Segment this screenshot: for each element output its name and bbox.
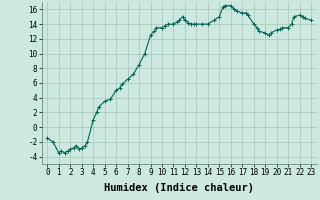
X-axis label: Humidex (Indice chaleur): Humidex (Indice chaleur)	[104, 183, 254, 193]
